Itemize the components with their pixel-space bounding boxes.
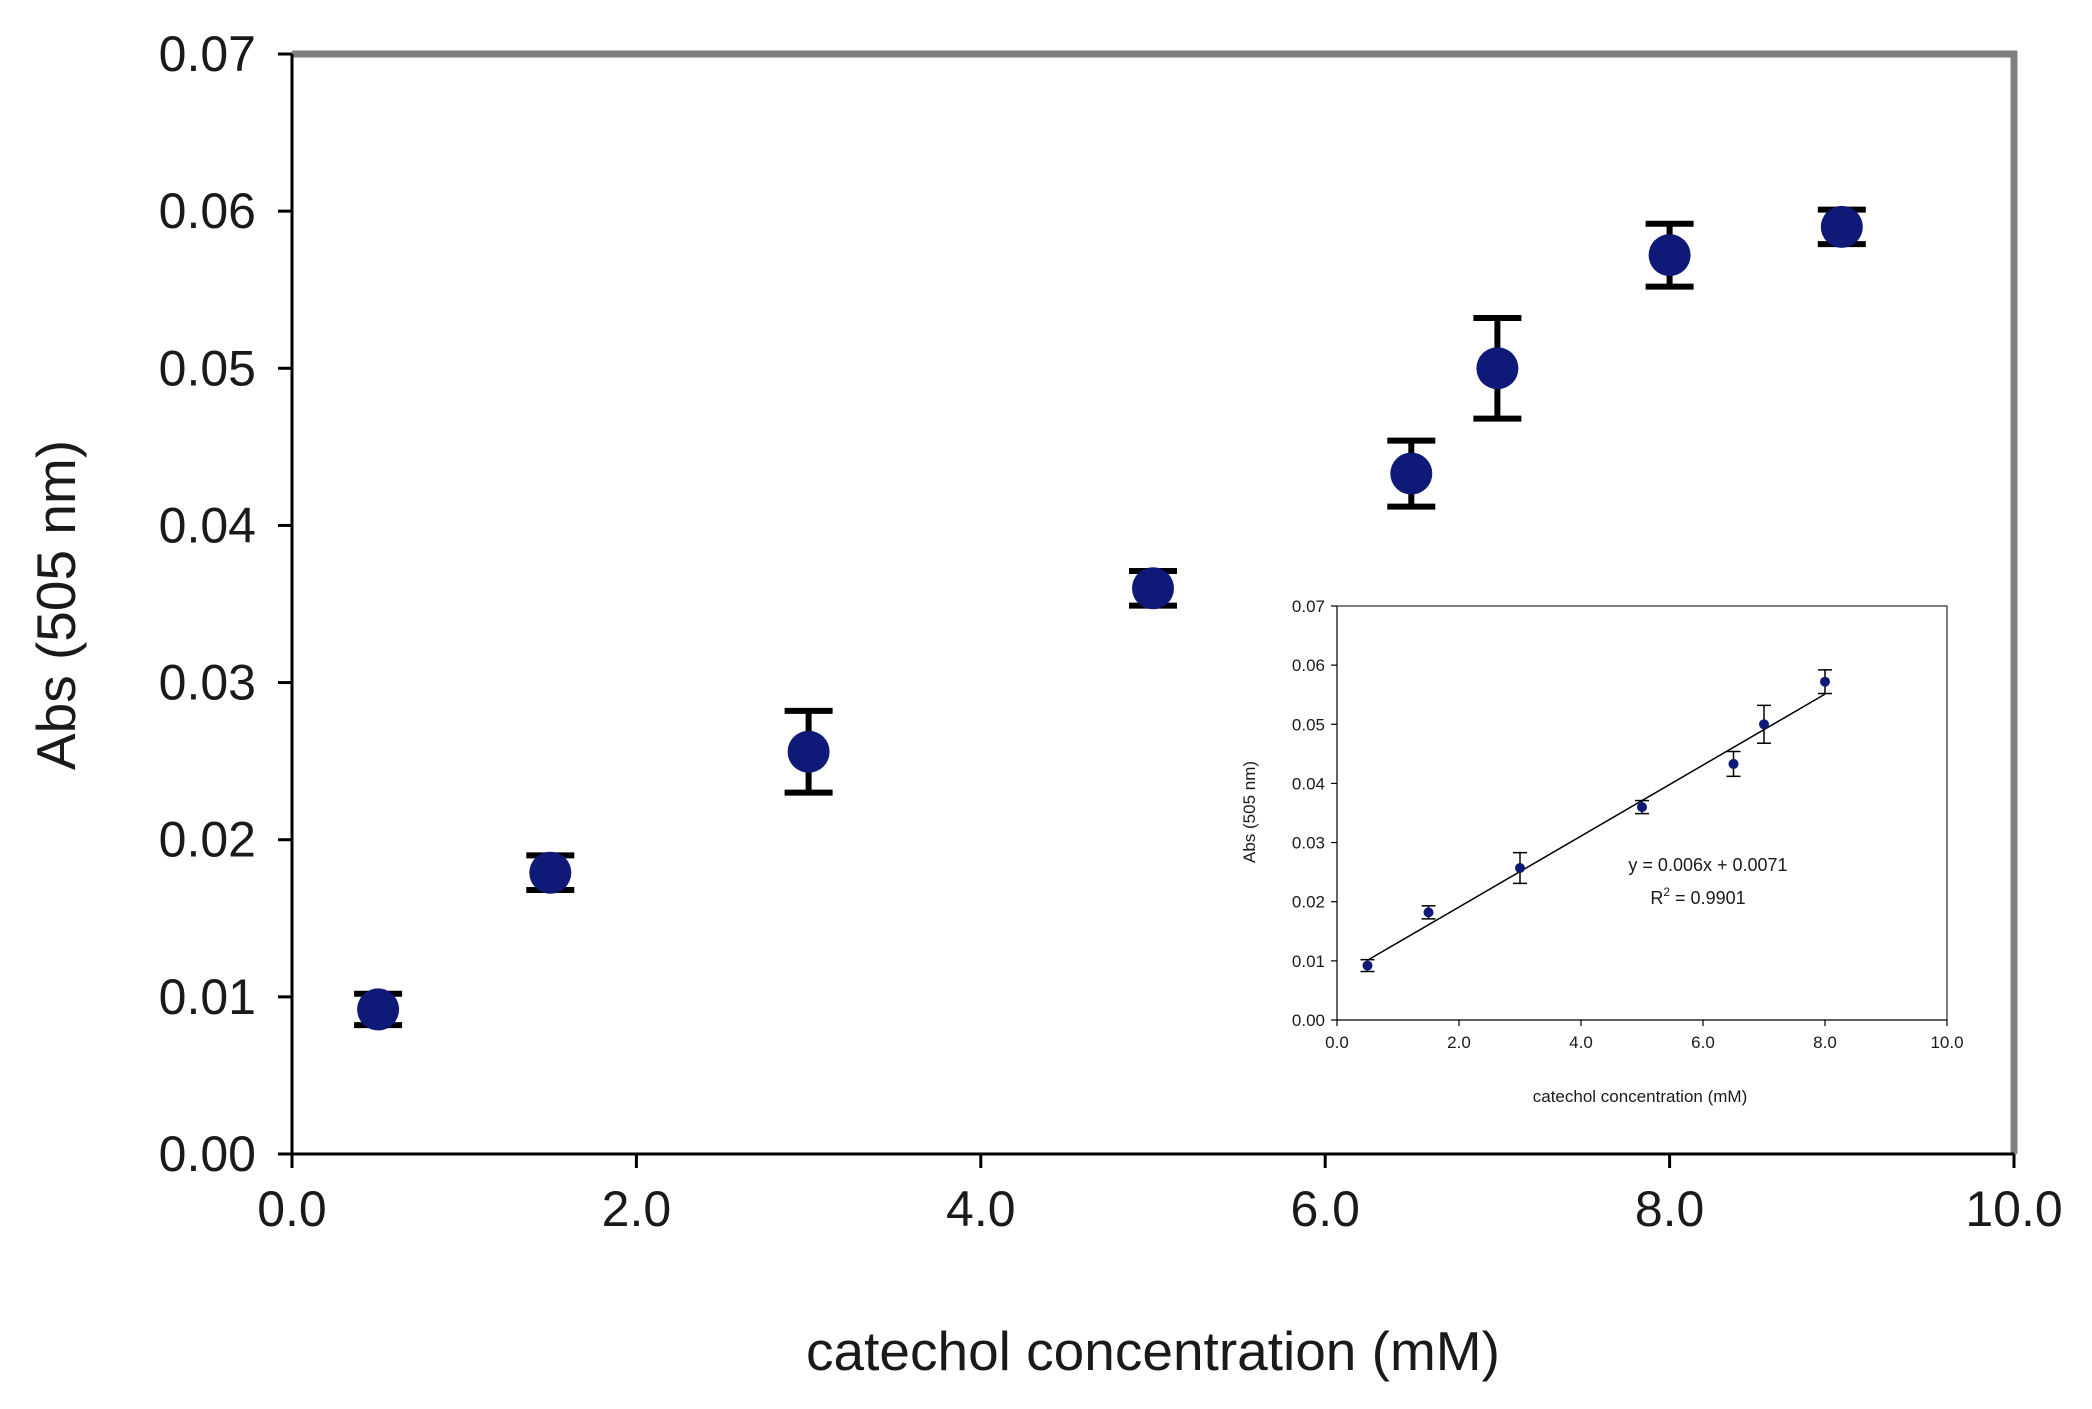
inset-marker — [1759, 719, 1769, 730]
inset-r-squared-value: = 0.9901 — [1670, 888, 1746, 908]
inset-trendline-equation: y = 0.006x + 0.0071 — [1628, 855, 1787, 875]
inset-marker — [1728, 758, 1739, 769]
main-x-axis-label: catechol concentration (mM) — [806, 1320, 1500, 1382]
main-marker — [787, 730, 830, 773]
main-data-point — [1645, 220, 1694, 290]
inset-data-point — [1360, 958, 1375, 973]
main-data-point — [1129, 567, 1177, 610]
inset-x-tick-label: 4.0 — [1569, 1033, 1593, 1052]
main-chart: 0.00 0.01 0.02 0.03 0.04 0.05 0.06 0.07 … — [25, 26, 2063, 1382]
main-x-tick-label: 4.0 — [946, 1181, 1016, 1237]
inset-x-axis-label: catechol concentration (mM) — [1533, 1087, 1747, 1106]
main-marker — [1476, 347, 1519, 390]
main-marker — [357, 988, 400, 1031]
main-data-point — [1473, 315, 1522, 422]
inset-y-tick-label: 0.02 — [1292, 893, 1325, 912]
inset-marker — [1423, 907, 1434, 918]
inset-data-point — [1818, 669, 1832, 695]
inset-data-points — [1360, 669, 1832, 973]
inset-marker — [1820, 676, 1830, 687]
inset-chart: 0.00 0.01 0.02 0.03 0.04 0.05 0.06 0.07 … — [1240, 596, 1964, 1106]
main-marker — [1820, 205, 1863, 248]
inset-y-tick-label: 0.05 — [1292, 715, 1325, 734]
inset-x-tick-labels: 0.0 2.0 4.0 6.0 8.0 10.0 — [1325, 1033, 1963, 1052]
inset-data-point — [1757, 704, 1771, 744]
inset-marker — [1362, 960, 1373, 971]
main-y-tick-label: 0.05 — [159, 340, 256, 396]
inset-y-tick-label: 0.03 — [1292, 834, 1325, 853]
main-y-tick-label: 0.03 — [159, 655, 256, 711]
inset-r-squared-prefix: R — [1650, 888, 1663, 908]
inset-x-tick-label: 6.0 — [1691, 1033, 1715, 1052]
inset-data-point — [1635, 799, 1649, 815]
inset-plot-border — [1337, 605, 1948, 1020]
main-y-tick-label: 0.02 — [159, 812, 256, 868]
main-x-tick-label: 10.0 — [1965, 1181, 2062, 1237]
main-x-tick-label: 0.0 — [257, 1181, 327, 1237]
inset-trendline-line — [1367, 693, 1826, 961]
inset-y-tick-label: 0.04 — [1292, 774, 1325, 793]
main-y-axis-label: Abs (505 nm) — [25, 440, 87, 770]
main-y-tick-label: 0.06 — [159, 183, 256, 239]
inset-marker — [1637, 802, 1647, 813]
inset-data-point — [1726, 750, 1741, 778]
inset-x-tick-label: 8.0 — [1813, 1033, 1837, 1052]
main-marker — [1390, 452, 1433, 495]
inset-background — [1246, 596, 1948, 1052]
inset-trendline — [1367, 693, 1826, 961]
main-marker — [529, 851, 572, 894]
main-axes — [278, 52, 2016, 1168]
inset-y-tick-label: 0.07 — [1292, 597, 1325, 616]
main-data-point — [784, 707, 833, 796]
main-data-point — [354, 988, 403, 1031]
inset-r-squared: R2 = 0.9901 — [1650, 885, 1745, 908]
main-x-tick-labels: 0.0 2.0 4.0 6.0 8.0 10.0 — [257, 1181, 2062, 1237]
inset-x-tick-label: 2.0 — [1447, 1033, 1471, 1052]
main-x-tick-label: 6.0 — [1290, 1181, 1360, 1237]
inset-y-tick-label: 0.06 — [1292, 656, 1325, 675]
inset-marker — [1515, 863, 1525, 874]
main-x-tick-label: 8.0 — [1635, 1181, 1705, 1237]
main-x-tick-label: 2.0 — [602, 1181, 672, 1237]
main-y-tick-label: 0.07 — [159, 26, 256, 82]
inset-r-squared-superscript: 2 — [1663, 885, 1670, 899]
inset-x-tick-label: 10.0 — [1930, 1033, 1963, 1052]
main-y-tick-label: 0.04 — [159, 497, 256, 553]
inset-axes — [1331, 605, 1948, 1026]
main-y-tick-label: 0.01 — [159, 969, 256, 1025]
inset-data-point — [1421, 905, 1436, 920]
main-data-point — [1387, 437, 1436, 510]
main-marker — [1648, 234, 1691, 277]
main-plot-frame — [292, 50, 2018, 1154]
inset-y-axis-label: Abs (505 nm) — [1240, 761, 1259, 863]
main-data-points — [354, 205, 1866, 1031]
inset-y-tick-labels: 0.00 0.01 0.02 0.03 0.04 0.05 0.06 0.07 — [1292, 597, 1325, 1030]
main-marker — [1132, 567, 1174, 610]
main-plot-border — [292, 50, 2018, 1154]
inset-plot-frame — [1337, 605, 1948, 1020]
main-y-tick-labels: 0.00 0.01 0.02 0.03 0.04 0.05 0.06 0.07 — [159, 26, 256, 1182]
main-data-point — [1817, 205, 1866, 248]
main-data-point — [526, 851, 575, 894]
inset-x-tick-label: 0.0 — [1325, 1033, 1349, 1052]
main-y-tick-label: 0.00 — [159, 1126, 256, 1182]
inset-y-tick-label: 0.00 — [1292, 1011, 1325, 1030]
inset-y-tick-label: 0.01 — [1292, 952, 1325, 971]
inset-data-point — [1513, 851, 1527, 885]
